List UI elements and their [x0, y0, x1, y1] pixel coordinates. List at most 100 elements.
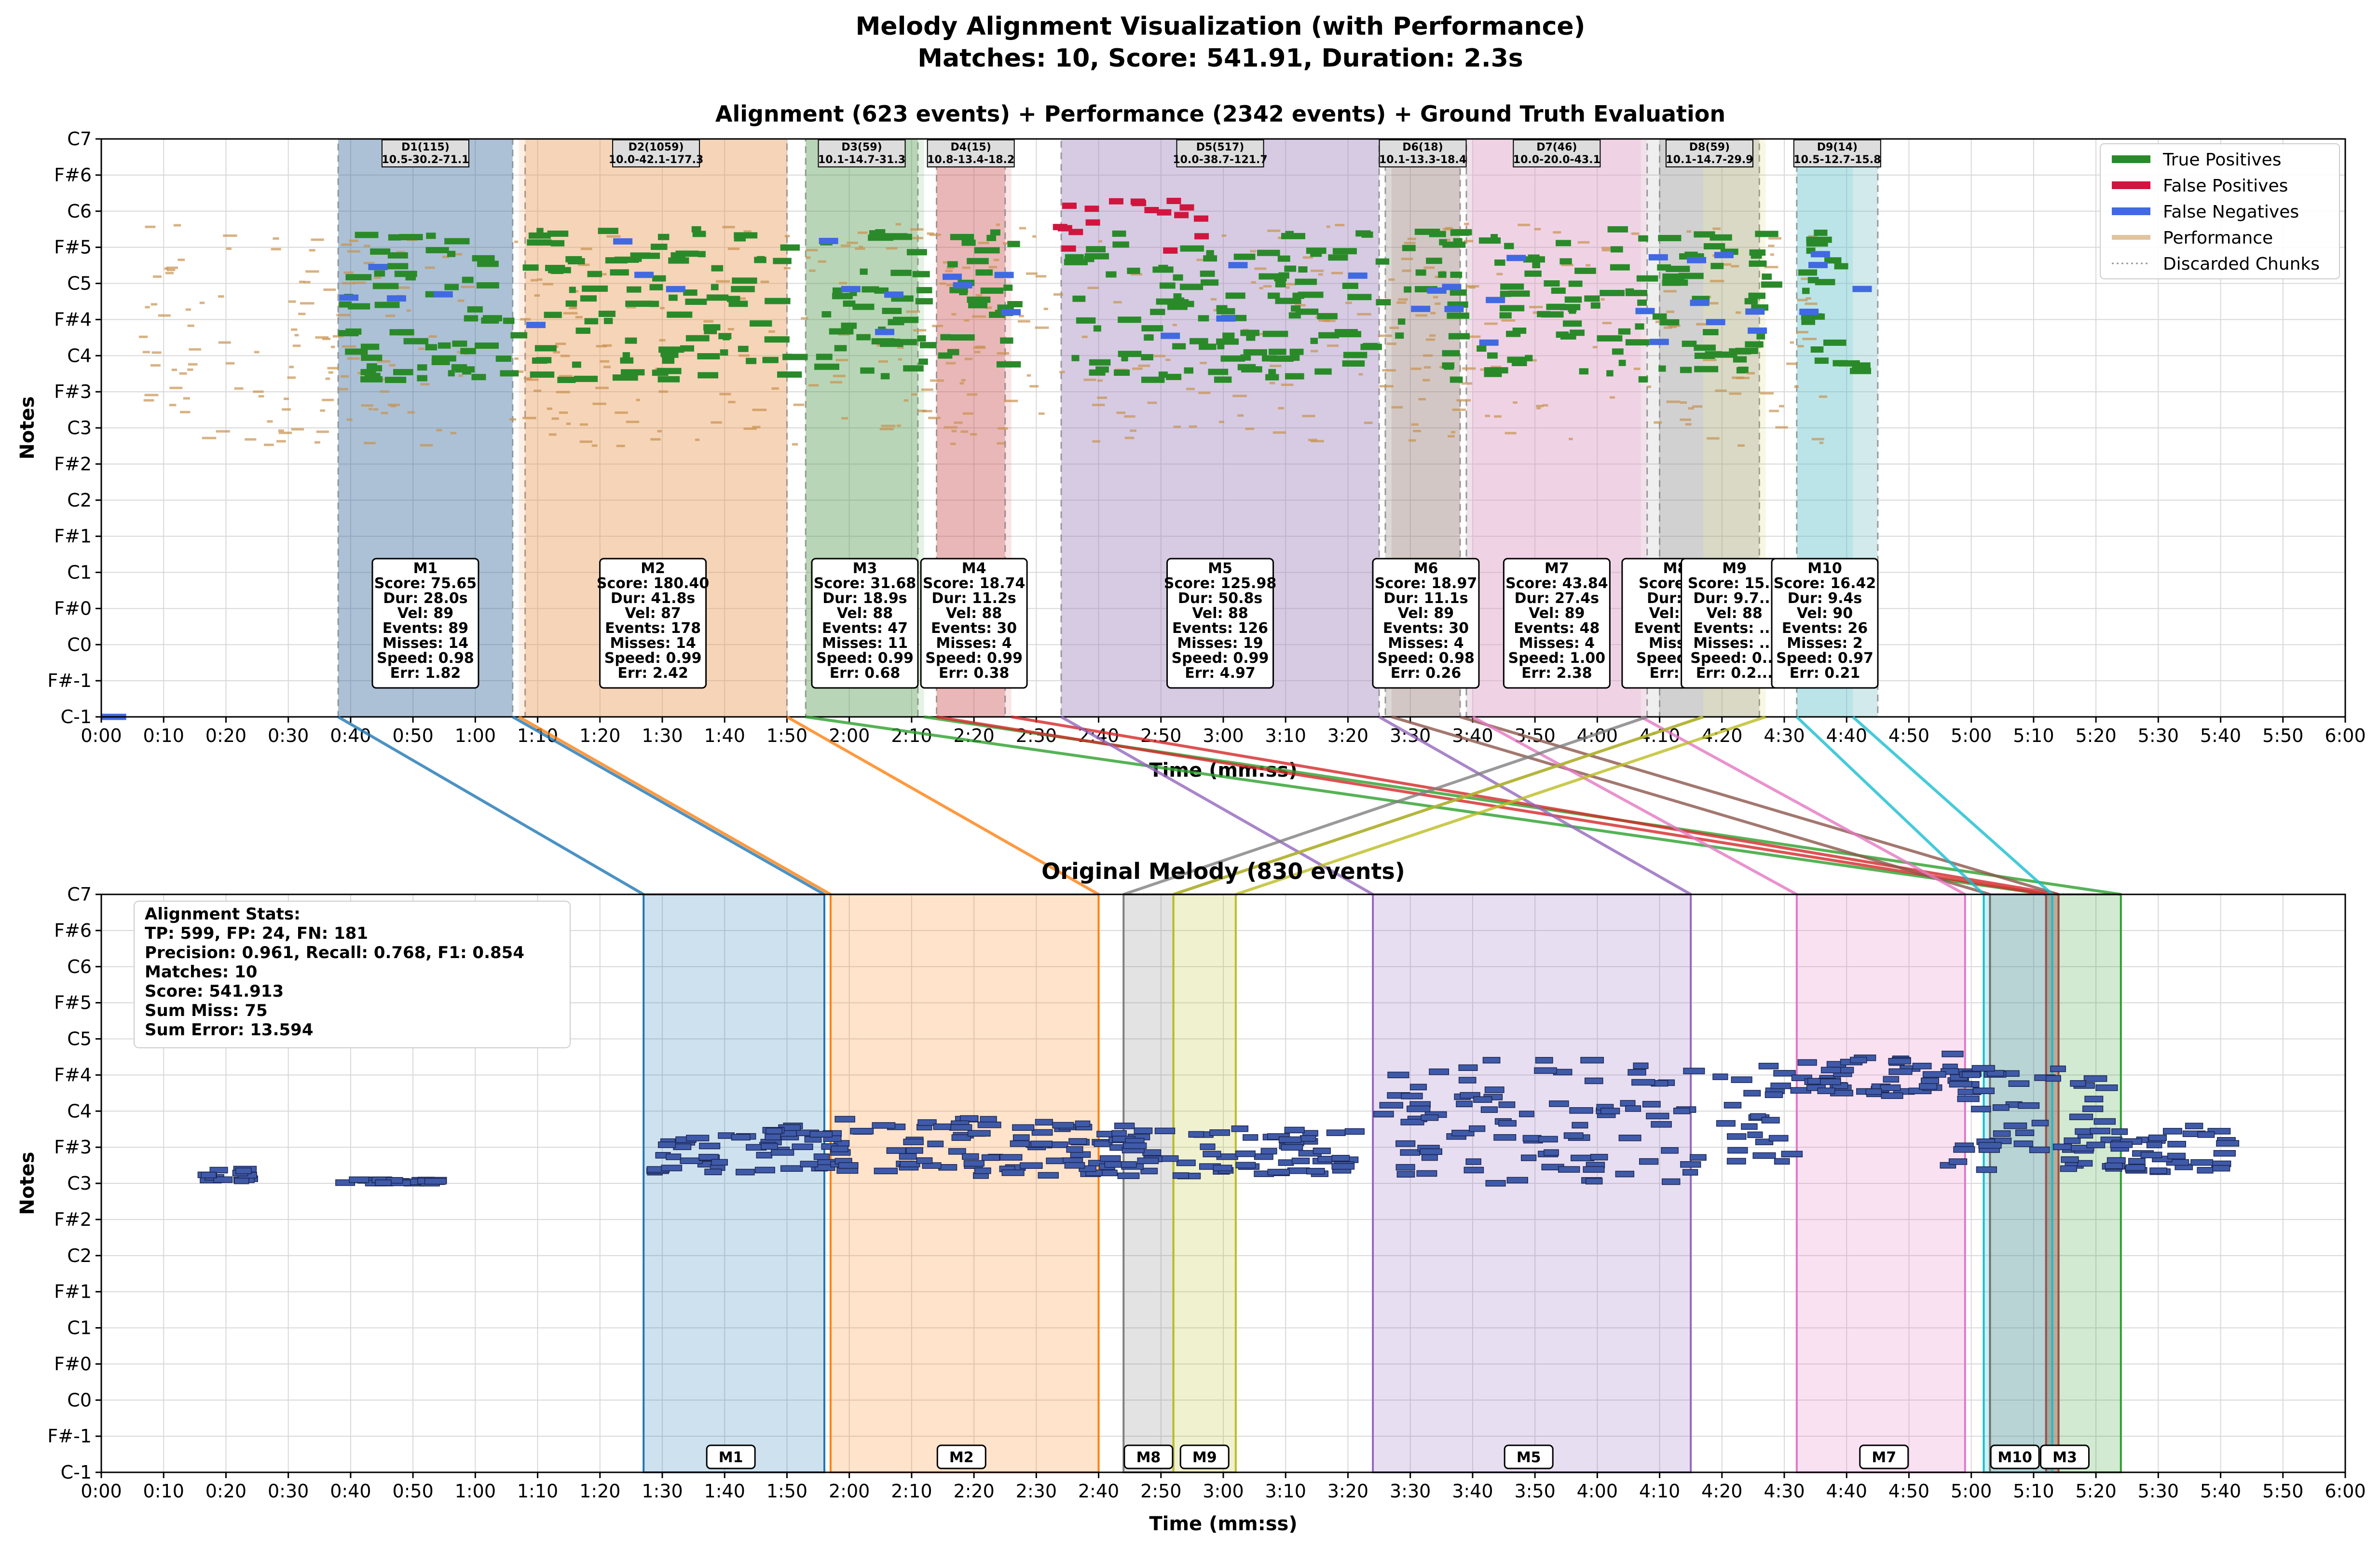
original-note [1850, 1056, 1867, 1064]
x-tick-label: 1:10 [517, 1481, 558, 1502]
original-note [2148, 1134, 2167, 1141]
original-note [2013, 1140, 2033, 1147]
original-note [1651, 1121, 1672, 1128]
original-region-m9 [1172, 893, 1237, 1473]
stats-counts: TP: 599, FP: 24, FN: 181 [145, 924, 368, 943]
original-note [2125, 1164, 2146, 1171]
x-tick-label: 3:10 [1265, 1481, 1306, 1502]
original-note [2197, 1131, 2215, 1138]
original-note [999, 1154, 1023, 1161]
original-note [1727, 1147, 1748, 1154]
original-note [2185, 1123, 2203, 1129]
discarded-chunk-label-box [1793, 139, 1881, 167]
y-tick-label: C0 [67, 634, 92, 655]
original-notes-layer [197, 1051, 2240, 1187]
y-tick-label: C5 [67, 273, 92, 294]
x-tick-label: 0:30 [268, 725, 309, 746]
match-info-line: Misses: 11 [822, 635, 908, 652]
x-tick-label: 5:30 [2138, 1481, 2179, 1502]
stats-precision: Precision: 0.961, Recall: 0.768, F1: 0.8… [145, 943, 524, 962]
original-note [1458, 1064, 1478, 1071]
x-tick-label: 1:20 [579, 725, 620, 746]
original-note [927, 1140, 944, 1147]
original-x-label: Time (mm:ss) [1149, 1513, 1297, 1535]
match-info-line: Dur: 9.4s [1788, 590, 1862, 607]
original-note [1231, 1125, 1249, 1132]
original-note [1200, 1143, 1216, 1150]
original-note [1099, 1155, 1121, 1162]
x-tick-label: 5:00 [1951, 725, 1992, 746]
match-info-line: Dur: 9.7... [1693, 590, 1776, 607]
match-info-line: M10 [1807, 560, 1842, 577]
original-note [906, 1147, 923, 1154]
original-note [1949, 1081, 1972, 1088]
original-note [1407, 1105, 1431, 1112]
y-tick-label: F#-1 [47, 670, 92, 691]
original-note [1484, 1086, 1505, 1093]
x-tick-label: 3:40 [1452, 1481, 1493, 1502]
discarded-chunk-label-box [612, 139, 700, 167]
original-note [2128, 1158, 2146, 1165]
y-tick-label: C2 [67, 490, 92, 511]
original-ticks: 0:00 0:10 0:20 0:30 0:40 0:50 1:00 1:10 1:20 1:30… [47, 884, 2366, 1502]
x-tick-label: 6:00 [2325, 1481, 2366, 1502]
original-note [2083, 1075, 2107, 1082]
original-note [1993, 1130, 2011, 1137]
original-note [1456, 1100, 1473, 1108]
x-tick-label: 4:10 [1639, 1481, 1680, 1502]
original-note [2095, 1084, 2118, 1091]
original-note [981, 1154, 1000, 1161]
match-info-line: Dur: 28.0s [383, 590, 467, 607]
y-tick-label: C1 [67, 1317, 92, 1339]
original-note [1992, 1104, 2010, 1111]
stats-sum-miss: Sum Miss: 75 [145, 1001, 268, 1020]
original-note [1260, 1148, 1277, 1155]
original-note [1299, 1135, 1316, 1142]
original-note [375, 1179, 392, 1186]
original-note [1585, 1178, 1603, 1185]
match-info-line: Events: 178 [605, 620, 701, 637]
connector-end-m2 [786, 715, 1100, 896]
original-note [1538, 1136, 1558, 1143]
match-info-line: Dur: 11.1s [1383, 590, 1468, 607]
original-note [1520, 1154, 1537, 1161]
original-note [933, 1123, 951, 1130]
original-region-label-box [1990, 1444, 2040, 1469]
match-info-line: Dur: 41.8s [611, 590, 695, 607]
alignment-ticks: 0:00 0:10 0:20 0:30 0:40 0:50 1:00 1:10 1:20 1:30… [47, 128, 2366, 746]
original-note [2018, 1102, 2040, 1109]
original-note [1480, 1106, 1498, 1113]
y-tick-label: C1 [67, 562, 92, 583]
original-note [886, 1147, 906, 1154]
match-info-line: Vel: 88 [946, 605, 1002, 622]
original-note [1111, 1130, 1127, 1137]
match-info-line: Misses: 14 [383, 635, 468, 652]
discarded-chunk-detail: 10.1-14.7-29.9 [1666, 154, 1753, 166]
original-note [704, 1168, 722, 1176]
x-tick-label: 5:20 [2075, 725, 2116, 746]
match-info-line: Vel: 88 [837, 605, 893, 622]
original-note [1747, 1131, 1763, 1138]
x-tick-label: 0:00 [81, 725, 122, 746]
connector-end-m10 [1852, 715, 2053, 896]
original-note [2212, 1165, 2230, 1172]
x-tick-label: 5:30 [2138, 725, 2179, 746]
original-note [1344, 1128, 1365, 1135]
match-info-line: Speed: 0.98 [1377, 650, 1475, 667]
original-region-label-box [1179, 1444, 1230, 1469]
original-note [1331, 1154, 1350, 1162]
original-region-label: M3 [2052, 1449, 2077, 1466]
original-note [1420, 1148, 1443, 1155]
match-info-line: Events: 89 [383, 620, 468, 637]
original-note [1291, 1157, 1310, 1165]
original-note [1971, 1065, 1995, 1072]
y-tick-label: F#2 [54, 1209, 92, 1230]
match-info-line: Err: 0.2... [1696, 665, 1773, 682]
original-note [1888, 1068, 1913, 1075]
x-tick-label: 1:40 [704, 1481, 745, 1502]
x-tick-label: 4:40 [1826, 725, 1867, 746]
original-note [1948, 1158, 1968, 1165]
discarded-chunk-label-box [1513, 139, 1601, 167]
original-note [814, 1164, 835, 1171]
original-note [1421, 1154, 1438, 1161]
